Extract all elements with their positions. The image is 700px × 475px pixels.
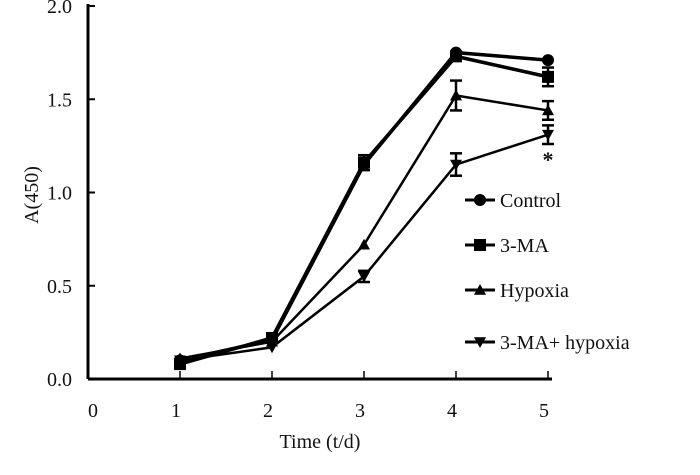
x-tick-label: 2 — [263, 400, 273, 422]
square-marker — [358, 156, 370, 169]
square-marker — [542, 70, 554, 83]
legend: Control 3-MA Hypoxia 3-MA+ hypoxia — [465, 190, 630, 354]
y-axis-label: A(450) — [21, 166, 43, 224]
triangle-up-marker — [542, 104, 554, 116]
series-line — [179, 50, 549, 363]
legend-label: 3-MA+ hypoxia — [500, 332, 630, 354]
triangle-down-marker — [266, 342, 278, 354]
series-line — [179, 94, 549, 360]
x-tick-label: 0 — [88, 400, 98, 422]
triangle-down-marker — [542, 129, 554, 141]
y-tick-label: 0.0 — [47, 369, 72, 391]
y-tick-label: 0.5 — [47, 276, 72, 298]
y-tick-label: 2.0 — [47, 0, 72, 18]
triangle-up-marker — [474, 284, 486, 295]
triangle-down-marker — [450, 159, 462, 171]
series-hypoxia — [174, 79, 554, 364]
axes: 0.0 0.5 1.0 1.5 2.0 0 1 2 3 4 5 — [47, 0, 552, 422]
y-tick-label: 1.5 — [47, 89, 72, 111]
legend-item: 3-MA — [465, 235, 549, 257]
square-marker — [474, 239, 486, 251]
square-marker — [450, 50, 462, 63]
legend-item: Hypoxia — [465, 280, 569, 302]
significance-asterisk: * — [543, 147, 554, 172]
series-3-ma — [174, 50, 554, 371]
y-tick-label: 1.0 — [47, 183, 72, 205]
x-tick-label: 4 — [447, 400, 457, 422]
x-tick-label: 5 — [539, 400, 549, 422]
x-tick-label: 1 — [171, 400, 181, 422]
legend-item: Control — [465, 190, 562, 212]
triangle-up-marker — [358, 238, 370, 250]
legend-item: 3-MA+ hypoxia — [465, 332, 630, 354]
triangle-up-marker — [450, 89, 462, 101]
series-3-ma-hypoxia — [174, 124, 554, 367]
x-axis-label: Time (t/d) — [280, 431, 361, 453]
legend-label: Control — [500, 190, 562, 212]
triangle-down-marker — [474, 337, 486, 348]
x-tick-label: 3 — [355, 400, 365, 422]
legend-label: Hypoxia — [500, 280, 569, 302]
triangle-down-marker — [358, 271, 370, 283]
legend-label: 3-MA — [500, 235, 549, 257]
circle-marker — [474, 194, 486, 206]
series-control — [174, 46, 554, 367]
triangle-down-marker — [174, 355, 186, 367]
circle-marker — [542, 54, 554, 67]
series-layer: * — [174, 46, 554, 371]
